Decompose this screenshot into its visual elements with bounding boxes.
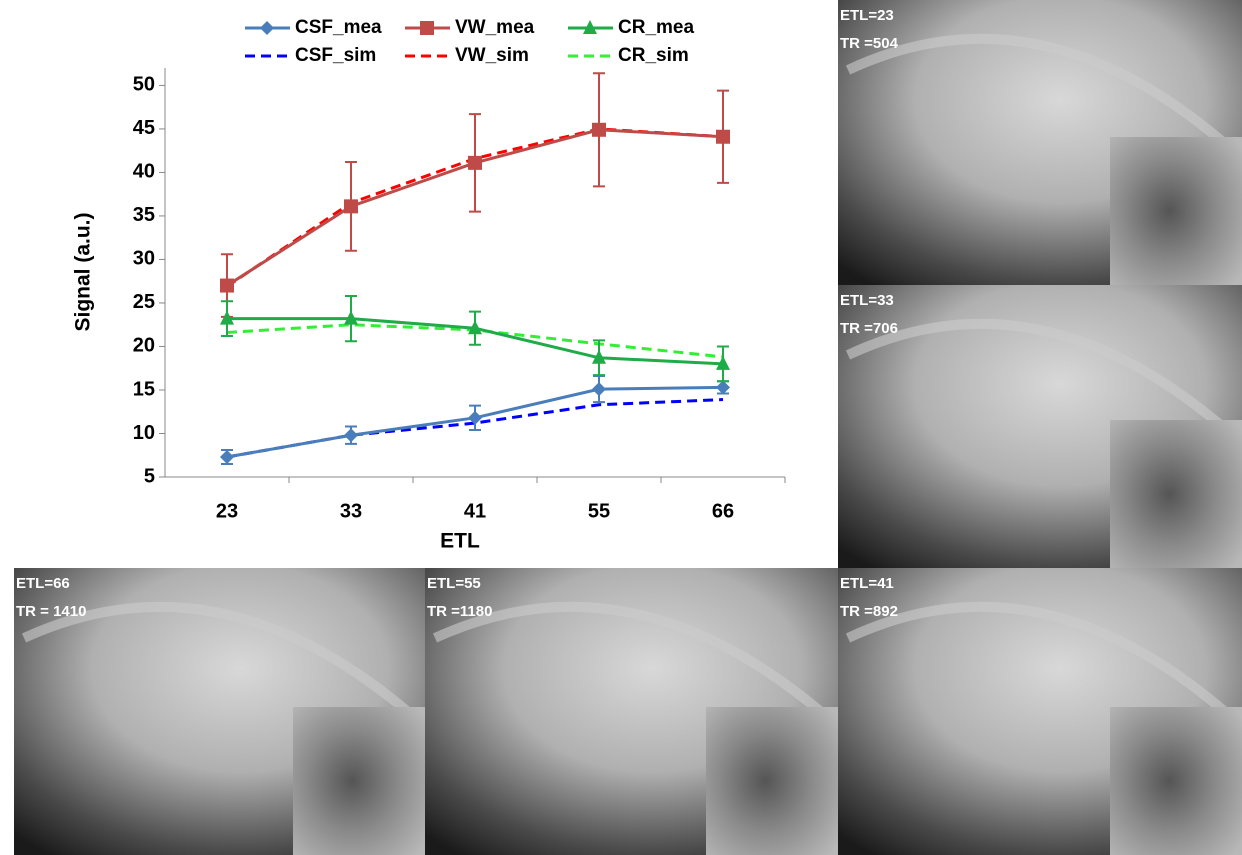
skull-edge (432, 601, 832, 722)
panel-tr-label: TR =892 (840, 603, 898, 620)
zoom-inset (1110, 707, 1242, 855)
zoom-inset (1110, 137, 1242, 285)
panel-etl-label: ETL=66 (16, 575, 70, 592)
y-tick-label: 30 (133, 248, 155, 270)
panel-tr-label: TR =706 (840, 320, 898, 337)
marker (468, 155, 482, 170)
image-panels: ETL=23 TR =504 ETL=33 TR =706 ETL=66 TR = 141… (14, 0, 1242, 855)
panel-etl-label: ETL=41 (840, 575, 894, 592)
legend-marker (583, 20, 597, 34)
y-tick-label: 25 (133, 291, 155, 313)
marker (716, 129, 730, 144)
marker (468, 410, 482, 425)
panel-etl-label: ETL=55 (427, 575, 481, 592)
marker (592, 382, 606, 397)
legend-label: CSF_sim (295, 45, 376, 66)
marker (592, 122, 606, 137)
legend-marker (420, 21, 434, 35)
marker (344, 428, 358, 443)
y-tick-label: 5 (144, 465, 155, 487)
y-tick-label: 40 (133, 161, 155, 183)
legend-label: VW_sim (455, 45, 529, 66)
x-tick-label: 55 (588, 500, 610, 522)
skull-edge (845, 33, 1236, 154)
legend-label: VW_mea (455, 17, 535, 38)
panel-tr-label: TR =504 (840, 35, 899, 52)
y-tick-label: 50 (133, 74, 155, 96)
x-axis-label: ETL (440, 530, 480, 553)
zoom-inset (293, 707, 425, 855)
marker (220, 278, 234, 293)
y-axis-label: Signal (a.u.) (72, 212, 95, 331)
skull-edge (21, 601, 419, 722)
x-tick-label: 66 (712, 500, 734, 522)
y-tick-label: 15 (133, 378, 155, 400)
marker (716, 355, 730, 370)
legend-marker (260, 21, 274, 35)
skull-edge (845, 601, 1236, 722)
marker (468, 320, 482, 335)
x-tick-label: 41 (464, 500, 486, 522)
zoom-inset (1110, 420, 1242, 568)
y-tick-label: 35 (133, 204, 155, 226)
marker (220, 449, 234, 464)
panel-tr-label: TR =1180 (427, 603, 492, 620)
panel-tr-label: TR = 1410 (16, 603, 86, 620)
legend-label: CR_mea (618, 17, 694, 38)
zoom-inset (706, 707, 838, 855)
panel-etl-label: ETL=23 (840, 7, 894, 24)
panel-etl-label: ETL=33 (840, 292, 894, 309)
marker (592, 349, 606, 364)
x-tick-label: 33 (340, 500, 362, 522)
y-tick-label: 20 (133, 335, 155, 357)
marker (344, 310, 358, 325)
chart: ETL Signal (a.u.) 5 10 15 20 25 30 35 40 45 50 23 3… (72, 17, 786, 553)
skull-edge (845, 318, 1236, 439)
legend-label: CSF_mea (295, 17, 382, 38)
legend-label: CR_sim (618, 45, 689, 66)
marker (220, 310, 234, 325)
y-tick-label: 45 (133, 117, 155, 139)
marker (344, 199, 358, 214)
x-tick-label: 23 (216, 500, 238, 522)
marker (716, 380, 730, 395)
y-tick-label: 10 (133, 422, 155, 444)
